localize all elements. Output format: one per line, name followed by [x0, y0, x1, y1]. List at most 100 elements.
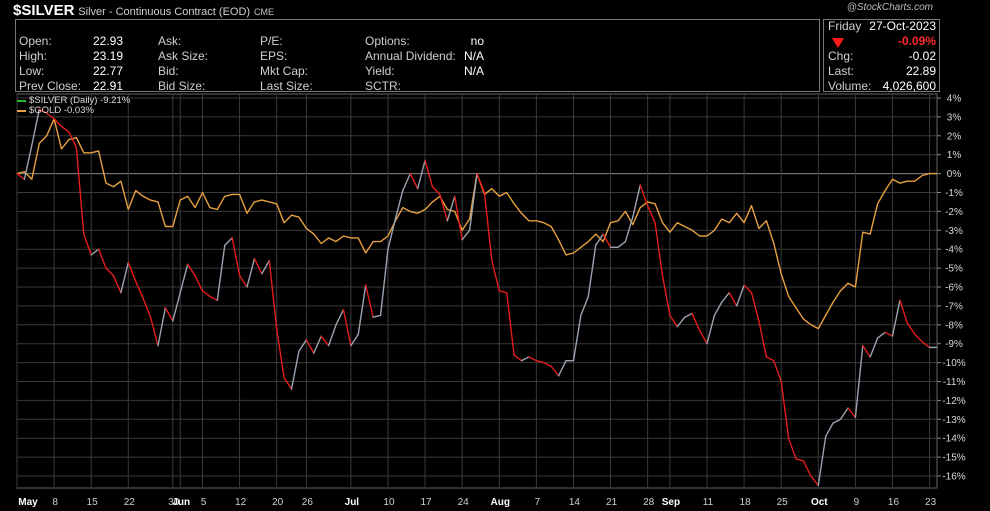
options-label: Options: — [365, 34, 410, 48]
x-tick-label: 10 — [383, 497, 395, 508]
series-segment-silver — [914, 333, 923, 343]
x-tick-label: 16 — [888, 497, 900, 508]
series-segment-silver — [112, 274, 122, 294]
yield-value: N/A — [463, 64, 484, 78]
x-tick-label: 26 — [302, 497, 314, 508]
series-segment-silver — [75, 146, 85, 235]
chart-legend: $SILVER (Daily) -9.21% $GOLD -0.03% — [17, 96, 130, 116]
high-label: High: — [19, 49, 48, 63]
series-segment-silver — [60, 125, 70, 133]
y-tick-label: 0% — [947, 169, 962, 180]
dividend-label: Annual Dividend: — [365, 49, 456, 63]
pe-label: P/E: — [260, 34, 283, 48]
watermark: @StockCharts.com — [846, 2, 933, 13]
options-value: no — [470, 34, 484, 48]
series-segment-silver — [261, 259, 270, 275]
series-segment-silver — [253, 257, 263, 275]
x-tick-label: 8 — [52, 497, 58, 508]
x-tick-label: 9 — [854, 497, 860, 508]
series-segment-silver — [439, 193, 449, 222]
series-segment-silver — [179, 263, 189, 294]
x-tick-label: 28 — [643, 497, 655, 508]
y-tick-label: -10% — [942, 358, 965, 369]
series-segment-silver — [847, 407, 857, 419]
series-segment-silver — [68, 131, 78, 148]
x-tick-label: 11 — [703, 497, 714, 508]
series-segment-silver — [572, 314, 582, 362]
series-segment-silver — [290, 350, 300, 390]
y-tick-label: -2% — [945, 207, 963, 218]
last-size-label: Last Size: — [260, 79, 313, 93]
yield-label: Yield: — [365, 64, 395, 78]
series-segment-silver — [127, 261, 137, 283]
series-segment-silver — [721, 291, 730, 303]
series-segment-silver — [97, 248, 107, 269]
y-tick-label: -12% — [942, 396, 965, 407]
x-tick-label: 24 — [458, 497, 470, 508]
series-segment-silver — [409, 172, 419, 190]
series-segment-silver — [320, 335, 330, 347]
series-segment-silver — [305, 339, 315, 354]
y-tick-label: -16% — [942, 472, 965, 483]
y-tick-label: 3% — [947, 112, 962, 123]
series-segment-silver — [557, 360, 567, 377]
series-segment-silver — [876, 331, 886, 339]
series-segment-silver — [468, 172, 478, 232]
x-tick-label: 14 — [569, 497, 581, 508]
x-tick-label: Jun — [172, 497, 190, 508]
high-value: 23.19 — [92, 49, 123, 63]
series-segment-silver — [617, 240, 627, 249]
legend-item-gold: $GOLD -0.03% — [17, 106, 130, 116]
series-segment-silver — [424, 159, 434, 188]
chg-label: Chg: — [828, 49, 854, 63]
ask-size-label: Ask Size: — [158, 49, 209, 63]
series-segment-silver — [780, 380, 790, 439]
series-segment-silver — [624, 216, 634, 243]
series-segment-silver — [313, 335, 322, 354]
prev-close-value: 22.91 — [92, 79, 123, 93]
series-segment-silver — [706, 314, 716, 345]
series-segment-silver — [31, 108, 40, 146]
y-tick-label: -1% — [945, 188, 963, 199]
y-tick-label: -6% — [945, 283, 963, 294]
prev-close-label: Prev Close: — [19, 79, 82, 93]
series-segment-silver — [528, 356, 538, 362]
series-segment-silver — [661, 274, 671, 317]
series-segment-silver — [899, 299, 909, 324]
series-segment-silver — [16, 172, 26, 180]
series-segment-silver — [246, 257, 256, 288]
series-segment-silver — [157, 307, 167, 347]
series-line-gold — [16, 118, 937, 330]
series-segment-silver — [83, 233, 92, 256]
last-trade-panel: Friday 27-Oct-2023 -0.09% Chg: -0.02 Las… — [823, 19, 940, 93]
x-tick-label: 17 — [421, 497, 433, 508]
legend-label: $GOLD -0.03% — [29, 105, 94, 116]
series-segment-silver — [669, 314, 679, 328]
series-segment-silver — [839, 407, 849, 420]
series-segment-silver — [53, 118, 63, 128]
series-segment-silver — [632, 184, 641, 218]
series-segment-silver — [209, 295, 219, 301]
series-segment-silver — [416, 159, 426, 190]
series-segment-silver — [543, 361, 552, 368]
series-segment-silver — [535, 360, 545, 364]
series-segment-silver — [283, 377, 293, 390]
chart-title: $SILVER Silver - Continuous Contract (EO… — [13, 2, 274, 19]
series-segment-silver — [194, 274, 204, 292]
x-tick-label: 25 — [777, 497, 789, 508]
series-segment-silver — [676, 316, 686, 328]
series-segment-silver — [758, 320, 768, 358]
series-segment-silver — [45, 112, 55, 120]
series-segment-silver — [476, 172, 486, 194]
x-tick-label: 20 — [272, 497, 284, 508]
series-segment-silver — [186, 263, 196, 277]
y-tick-label: -5% — [945, 264, 963, 275]
series-segment-silver — [802, 460, 812, 477]
symbol-label: $SILVER — [13, 2, 75, 19]
date-label: 27-Oct-2023 — [869, 19, 936, 33]
y-tick-label: 2% — [947, 131, 962, 142]
x-tick-label: 21 — [606, 497, 618, 508]
series-segment-silver — [906, 322, 916, 335]
x-tick-label: 23 — [925, 497, 937, 508]
series-segment-silver — [483, 191, 493, 262]
